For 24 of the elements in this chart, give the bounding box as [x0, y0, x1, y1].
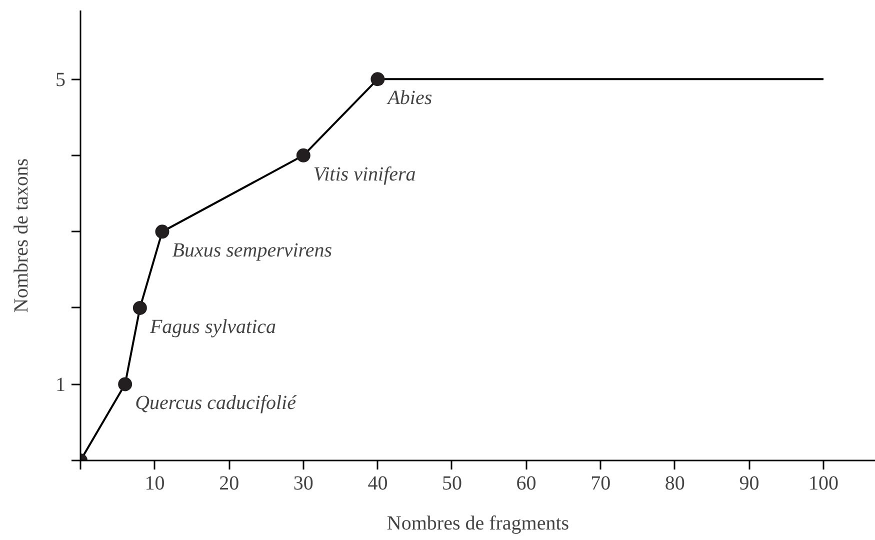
point	[132, 300, 147, 315]
x-tick-label: 50	[442, 472, 462, 494]
x-tick-label: 30	[293, 472, 314, 494]
point	[118, 377, 132, 392]
x-tick-label: 90	[739, 472, 760, 494]
y-axis-title: Nombres de taxons	[10, 158, 32, 313]
annotation: Quercus caducifolié	[135, 392, 298, 414]
x-tick-label: 60	[516, 472, 536, 494]
point	[296, 148, 310, 162]
x-tick-label: 40	[368, 472, 388, 494]
annotation: Vitis vinifera	[313, 163, 416, 186]
annotation: Abies	[386, 87, 432, 110]
y-tick-label: 1	[56, 374, 66, 396]
point	[155, 224, 170, 239]
x-tick-label: 70	[590, 472, 611, 494]
annotation: Buxus sempervirens	[172, 240, 332, 262]
x-axis-title: Nombres de fragments	[386, 512, 570, 534]
x-tick-label: 100	[808, 472, 838, 494]
point	[370, 72, 385, 86]
y-tick-label: 5	[56, 69, 66, 92]
x-tick-label: 20	[219, 472, 240, 494]
x-tick-label: 10	[144, 472, 165, 494]
annotation: Fagus sylvatica	[148, 316, 276, 338]
x-tick-label: 80	[664, 472, 685, 494]
